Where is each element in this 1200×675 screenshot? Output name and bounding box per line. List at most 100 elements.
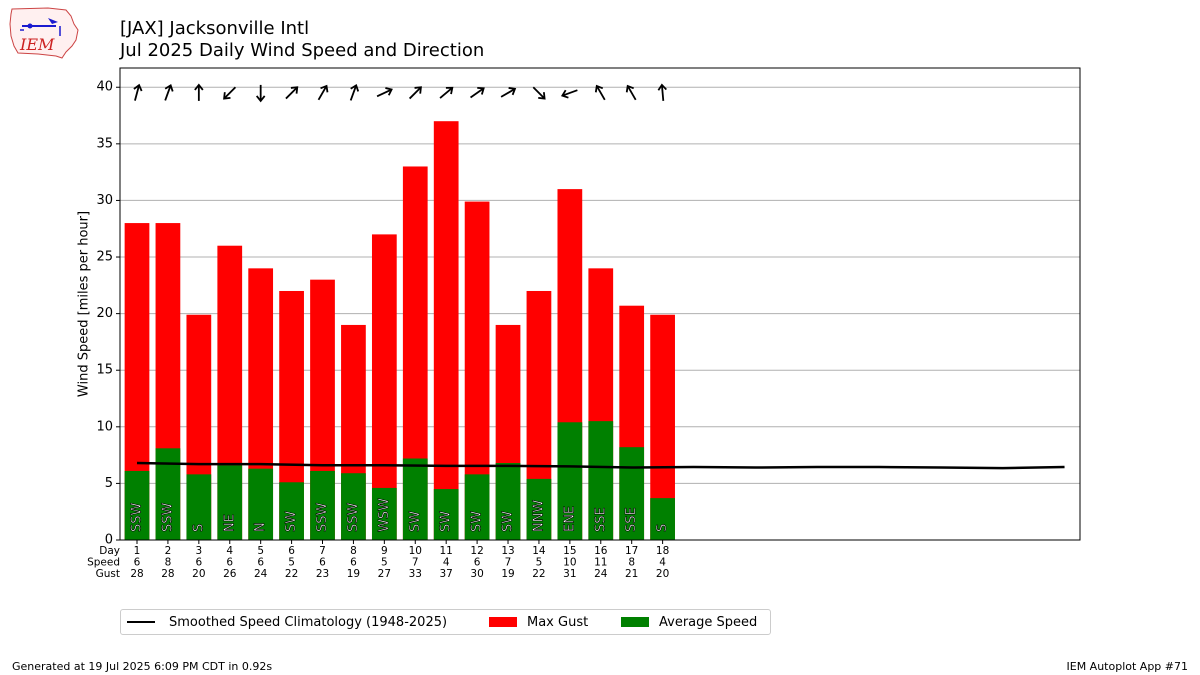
x-tick-label: 21 — [625, 568, 638, 580]
avg-bar — [588, 421, 614, 540]
avg-bar — [248, 468, 274, 540]
x-tick-label: 11 — [439, 545, 452, 557]
legend-avg-swatch — [621, 617, 649, 627]
x-tick-label: 4 — [226, 545, 233, 557]
x-tick-label: 6 — [474, 557, 481, 569]
direction-label: SW — [439, 511, 454, 532]
avg-bar — [341, 473, 366, 540]
wind-arrow — [439, 86, 454, 99]
iem-logo: IEM — [9, 7, 79, 59]
x-tick-label: 28 — [130, 568, 143, 580]
y-tick-label: 0 — [105, 533, 113, 548]
wind-arrow — [376, 87, 393, 98]
y-tick-label: 5 — [105, 476, 113, 491]
x-tick-label: 6 — [257, 557, 264, 569]
x-tick-label: 33 — [409, 568, 422, 580]
legend-line-swatch — [127, 621, 155, 623]
wind-chart: SSW SSW S NE N SW SSW SSW WSW SW SW SW SW NNW ENE SSE SS… — [77, 67, 1081, 580]
legend-label-average: Average Speed — [659, 614, 758, 630]
x-tick-label: 22 — [285, 568, 298, 580]
avg-bar — [619, 447, 645, 540]
chart-legend: Smoothed Speed Climatology (1948-2025) M… — [120, 609, 771, 635]
direction-label: WSW — [377, 498, 392, 532]
x-tick-label: 9 — [381, 545, 388, 557]
x-tick-label: 16 — [594, 545, 608, 557]
x-tick-label: 6 — [288, 545, 295, 557]
wind-arrow — [625, 84, 637, 101]
direction-label: NNW — [531, 500, 546, 532]
climatology-line — [136, 461, 1065, 470]
x-tick-label: 37 — [439, 568, 452, 580]
avg-bar — [310, 470, 335, 540]
wind-arrow — [255, 84, 266, 103]
row-header-label: Day — [99, 545, 120, 557]
generated-footer: Generated at 19 Jul 2025 6:09 PM CDT in … — [12, 660, 273, 673]
wind-arrow — [349, 84, 360, 101]
x-tick-label: 6 — [226, 557, 233, 569]
y-tick-label: 35 — [96, 136, 113, 151]
x-tick-label: 4 — [443, 557, 450, 569]
x-tick-label: 22 — [532, 568, 545, 580]
y-tick-label: 15 — [96, 363, 113, 378]
x-tick-label: 13 — [501, 545, 514, 557]
legend-gust-swatch — [489, 617, 517, 627]
x-tick-label: 6 — [195, 557, 202, 569]
direction-label: SSE — [624, 507, 639, 532]
wind-arrow — [133, 83, 143, 101]
x-tick-label: 27 — [378, 568, 391, 580]
x-tick-label: 20 — [656, 568, 669, 580]
direction-label: SSW — [160, 502, 175, 532]
avg-bar — [279, 482, 304, 540]
wind-arrow — [194, 83, 204, 101]
x-tick-label: 7 — [412, 557, 419, 569]
avg-bar — [526, 478, 552, 540]
direction-label: SW — [408, 511, 423, 532]
legend-item-gust: Max Gust — [489, 610, 588, 634]
x-tick-label: 8 — [628, 557, 635, 569]
direction-label: SSW — [346, 502, 361, 532]
direction-label: ENE — [562, 506, 577, 532]
x-tick-label: 24 — [254, 568, 268, 580]
wind-arrow — [532, 86, 546, 100]
chart-title: [JAX] Jacksonville Intl — [120, 18, 310, 39]
x-tick-label: 17 — [625, 545, 638, 557]
direction-label: SSE — [593, 507, 608, 532]
avg-bar — [650, 498, 675, 540]
direction-label: SW — [470, 511, 485, 532]
x-tick-label: 2 — [165, 545, 172, 557]
x-tick-label: 24 — [594, 568, 608, 580]
x-tick-label: 1 — [134, 545, 141, 557]
x-tick-label: 28 — [161, 568, 174, 580]
app-footer: IEM Autoplot App #71 — [1066, 660, 1189, 673]
y-axis-label: Wind Speed [miles per hour] — [77, 211, 92, 397]
wind-arrow — [317, 84, 329, 101]
x-tick-label: 10 — [409, 545, 422, 557]
x-tick-label: 19 — [501, 568, 514, 580]
direction-label: SSW — [130, 502, 145, 532]
x-tick-label: 8 — [165, 557, 172, 569]
avg-bar — [217, 465, 243, 540]
x-tick-label: 6 — [350, 557, 357, 569]
x-tick-label: 4 — [659, 557, 666, 569]
avg-bar — [464, 474, 490, 540]
x-tick-label: 19 — [347, 568, 360, 580]
direction-label: S — [191, 524, 206, 532]
y-tick-label: 40 — [96, 80, 113, 95]
y-tick-label: 30 — [96, 193, 113, 208]
wind-arrow — [164, 84, 174, 101]
y-tick-label: 25 — [96, 250, 113, 265]
x-tick-label: 6 — [134, 557, 141, 569]
direction-label: SW — [284, 511, 299, 532]
row-header-label: Gust — [96, 568, 120, 580]
wind-arrow — [500, 87, 517, 98]
chart-subtitle: Jul 2025 Daily Wind Speed and Direction — [120, 40, 485, 61]
legend-label-climatology: Smoothed Speed Climatology (1948-2025) — [169, 614, 448, 630]
wind-arrow — [285, 86, 299, 100]
avg-bar — [124, 470, 150, 540]
plot-frame — [119, 67, 1081, 541]
x-tick-label: 26 — [223, 568, 237, 580]
wind-arrow — [408, 86, 422, 100]
wind-arrow — [657, 83, 667, 101]
avg-bar — [495, 463, 521, 540]
legend-label-gust: Max Gust — [527, 614, 589, 630]
